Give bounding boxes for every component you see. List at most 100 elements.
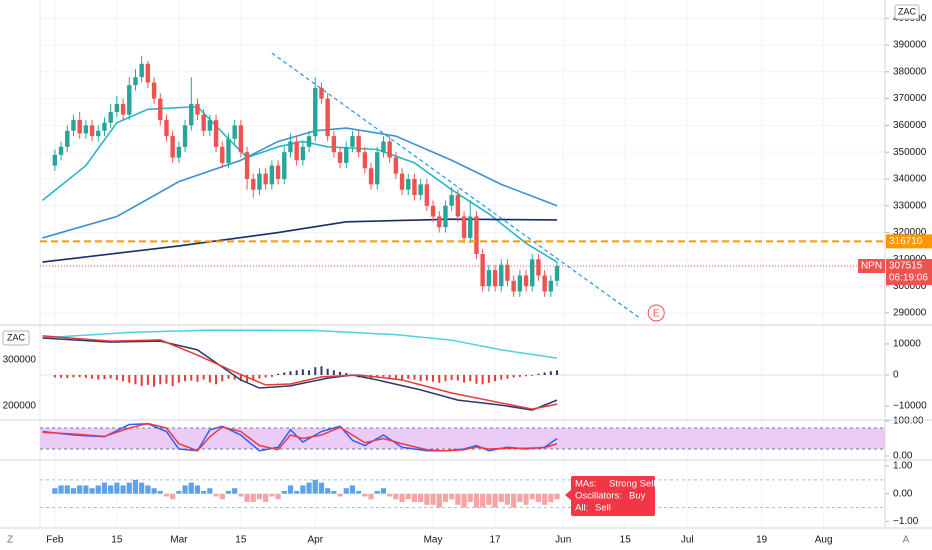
histogram-bar <box>122 374 125 382</box>
histogram-bar <box>320 366 323 375</box>
histogram-bar <box>295 370 298 375</box>
candle-body <box>387 141 392 158</box>
histogram-bar <box>506 374 509 379</box>
candle-body <box>486 270 492 287</box>
auto-scale-button[interactable]: A <box>903 535 910 546</box>
histogram-bar <box>97 374 100 380</box>
y-tick-label: 330000 <box>893 200 927 211</box>
rating-bar <box>269 493 275 497</box>
x-tick-label: 15 <box>111 535 123 546</box>
y-tick-label: 380000 <box>893 66 927 77</box>
x-tick-label: Mar <box>170 535 188 546</box>
candle-body <box>89 125 95 137</box>
y-tick-label: 350000 <box>893 147 927 158</box>
rating-bar <box>70 488 77 494</box>
histogram-bar <box>153 374 156 387</box>
rating-bar <box>151 488 157 494</box>
symbol-label: ZAC <box>898 6 917 16</box>
x-tick-label: May <box>424 535 443 546</box>
x-tick-label: Aug <box>815 535 833 546</box>
rating-bar <box>436 493 442 508</box>
histogram-bar <box>469 374 472 382</box>
candle-body <box>337 152 343 163</box>
last-price-box <box>886 259 932 286</box>
histogram-bar <box>413 374 416 380</box>
candle-body <box>536 259 541 276</box>
rating-bar <box>263 493 269 503</box>
y2-tick-label: −10000 <box>893 401 927 412</box>
histogram-bar <box>326 368 329 375</box>
rating-bar <box>504 493 511 505</box>
candle-body <box>52 154 58 166</box>
countdown-label: 06:19:06 <box>889 273 928 284</box>
rating-bar <box>188 482 194 494</box>
candle-body <box>437 216 442 228</box>
rating-bar <box>343 488 349 494</box>
candle-body <box>381 141 386 153</box>
rating-bar <box>77 485 83 494</box>
histogram-bar <box>444 374 447 382</box>
histogram-bar <box>208 374 211 383</box>
rating-bar <box>399 493 405 503</box>
histogram-bar <box>487 374 490 383</box>
histogram-bar <box>549 371 552 375</box>
histogram-bar <box>407 374 410 379</box>
histogram-bar <box>140 374 143 386</box>
candle-body <box>133 77 138 86</box>
x-tick-label: Apr <box>307 535 323 546</box>
x-tick-label: 19 <box>756 535 768 546</box>
rating-bar <box>554 493 560 500</box>
candle-body <box>406 178 411 190</box>
y-tick-label: 0.00 <box>893 488 913 499</box>
rating-bar <box>182 485 188 494</box>
candle-body <box>393 157 399 174</box>
tooltip-pointer <box>565 490 571 500</box>
rating-bar <box>145 485 151 494</box>
candle-body <box>120 103 126 115</box>
rating-bar <box>256 493 263 500</box>
histogram-bar <box>221 374 224 382</box>
candle-body <box>213 120 219 147</box>
histogram-bar <box>60 374 63 378</box>
histogram-bar <box>463 374 466 383</box>
candle-body <box>505 264 510 281</box>
event-marker[interactable] <box>647 304 665 322</box>
histogram-bar <box>531 374 534 376</box>
rating-bar <box>387 493 393 497</box>
histogram-bar <box>345 373 348 375</box>
candle-body <box>176 146 182 158</box>
candle-body <box>344 146 349 163</box>
histogram-bar <box>289 371 292 375</box>
rating-bar <box>281 490 287 494</box>
candle-body <box>542 275 547 292</box>
histogram-bar <box>227 374 230 379</box>
candle-body <box>443 205 448 228</box>
histogram-bar <box>500 374 503 380</box>
timezone-button[interactable]: Z <box>7 535 13 546</box>
candle-body <box>368 168 374 185</box>
rating-bar <box>275 493 281 500</box>
tooltip-box <box>571 476 655 516</box>
rating-bar <box>52 488 58 494</box>
pane-symbol-box <box>2 330 30 346</box>
rating-bar <box>170 493 176 500</box>
candle-body <box>455 195 461 217</box>
histogram-bar <box>239 374 242 382</box>
y-tick-label-left: 300000 <box>3 355 37 366</box>
histogram-bar <box>78 374 81 378</box>
candle-body <box>226 138 231 163</box>
candle-body <box>430 205 436 217</box>
y-tick-label: 290000 <box>893 308 927 319</box>
candle-body <box>511 280 516 292</box>
candle-body <box>306 136 312 147</box>
histogram-bar <box>128 374 131 383</box>
candle-body <box>313 87 318 137</box>
x-tick-label: Jul <box>681 535 694 546</box>
candle-body <box>375 152 380 185</box>
rating-bar <box>232 488 238 494</box>
candle-body <box>424 184 430 206</box>
histogram-bar <box>134 374 137 385</box>
histogram-bar <box>146 374 149 385</box>
candle-body <box>362 152 368 169</box>
